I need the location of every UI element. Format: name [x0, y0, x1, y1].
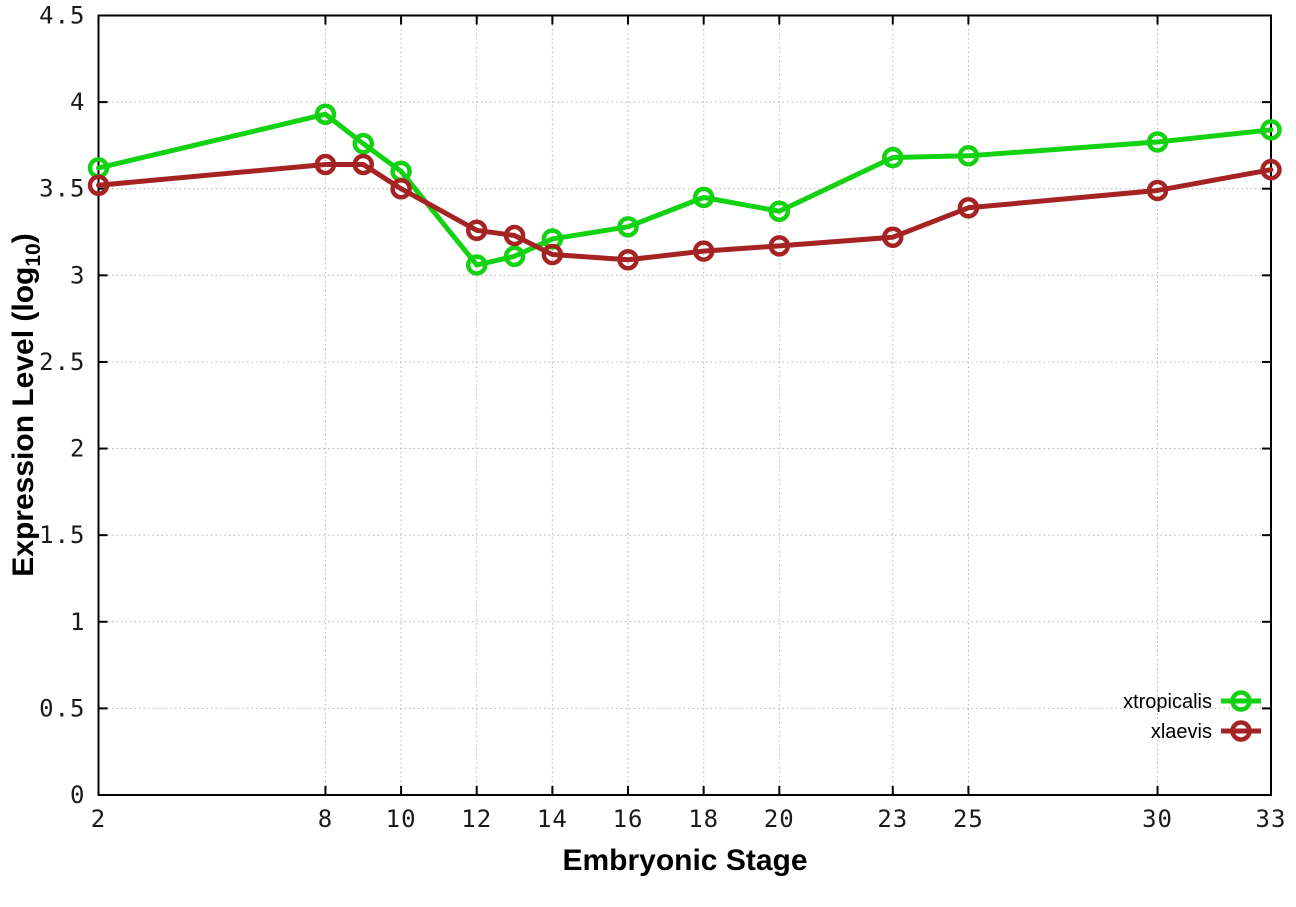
- data-point-xlaevis: [465, 219, 488, 242]
- data-point-xlaevis: [768, 235, 791, 257]
- data-point-xtropicalis: [1146, 131, 1169, 153]
- x-tick-label: 25: [953, 805, 984, 833]
- data-point-xtropicalis: [352, 132, 375, 155]
- x-tick-label: 30: [1142, 805, 1173, 833]
- data-point-xtropicalis: [314, 103, 337, 125]
- y-tick-label: 4: [70, 88, 85, 116]
- series-line-xtropicalis: [96, 111, 1274, 268]
- x-tick-label: 18: [688, 805, 719, 833]
- data-point-xlaevis: [957, 197, 980, 219]
- y-tick-label: 0: [70, 781, 85, 809]
- legend-marker-xtropicalis: [1230, 690, 1252, 712]
- legend-label-xtropicalis: xtropicalis: [1123, 691, 1212, 713]
- y-tick-label: 1.5: [39, 521, 85, 549]
- data-point-xlaevis: [390, 177, 412, 200]
- x-tick-label: 12: [461, 805, 492, 833]
- plot-border: [97, 14, 1272, 796]
- data-point-xtropicalis: [957, 145, 980, 167]
- x-tick-label: 2: [91, 805, 106, 833]
- data-point-xtropicalis: [768, 200, 791, 222]
- data-point-xlaevis: [503, 224, 526, 247]
- legend-marker-xlaevis: [1230, 720, 1252, 742]
- y-axis-title: Expression Level (log10): [7, 233, 45, 576]
- data-point-xtropicalis: [465, 254, 488, 276]
- y-tick-label: 3.5: [39, 175, 85, 203]
- legend-item-xtropicalis: xtropicalis: [1123, 690, 1261, 713]
- data-point-xlaevis: [1146, 179, 1169, 202]
- y-tick-label: 2.5: [39, 348, 85, 376]
- y-tick-label: 0.5: [39, 694, 85, 722]
- series-line-xlaevis: [96, 161, 1274, 263]
- legend-item-xlaevis: xlaevis: [1151, 720, 1261, 743]
- data-point-xlaevis: [1260, 158, 1282, 181]
- x-tick-label: 16: [613, 805, 644, 833]
- data-point-xlaevis: [617, 248, 639, 271]
- legend-label-xlaevis: xlaevis: [1151, 721, 1212, 743]
- x-tick-label: 23: [877, 805, 908, 833]
- data-point-xtropicalis: [692, 186, 715, 209]
- data-point-xtropicalis: [617, 216, 639, 238]
- y-tick-label: 1: [70, 608, 85, 636]
- y-tick-label: 3: [70, 261, 85, 289]
- x-tick-label: 8: [318, 805, 333, 833]
- data-point-xlaevis: [692, 240, 715, 262]
- data-point-xlaevis: [541, 243, 564, 266]
- data-point-xtropicalis: [1260, 119, 1282, 141]
- data-point-xtropicalis: [882, 146, 904, 169]
- x-tick-label: 33: [1256, 805, 1287, 833]
- data-point-xtropicalis: [503, 245, 526, 268]
- x-axis-title: Embryonic Stage: [562, 844, 807, 877]
- data-point-xlaevis: [87, 174, 110, 197]
- data-point-xlaevis: [882, 226, 904, 248]
- y-tick-label: 2: [70, 435, 85, 463]
- y-tick-label: 4.5: [39, 2, 85, 30]
- data-point-xlaevis: [314, 153, 337, 176]
- x-tick-label: 14: [537, 805, 568, 833]
- x-tick-label: 10: [386, 805, 417, 833]
- x-tick-label: 20: [764, 805, 795, 833]
- data-point-xlaevis: [352, 153, 375, 176]
